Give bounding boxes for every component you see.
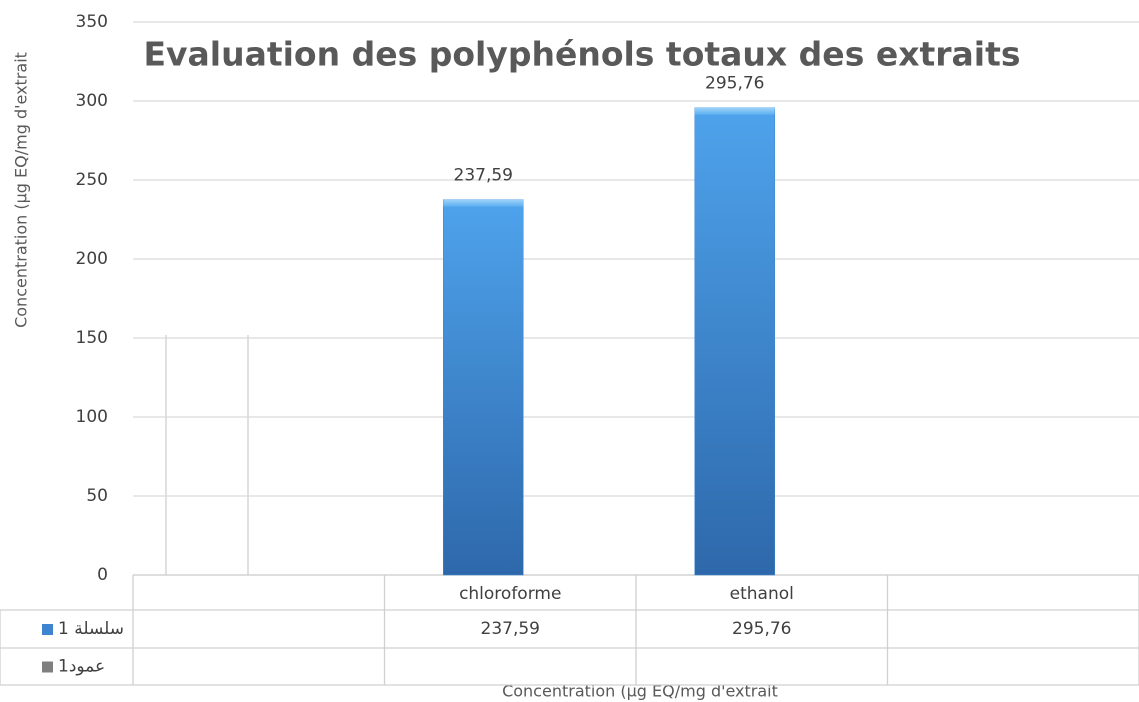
data-label: 237,59 [454, 166, 513, 186]
y-tick-label: 50 [86, 486, 108, 506]
y-tick-label: 300 [76, 91, 108, 111]
data-label: 295,76 [705, 74, 764, 94]
bar [694, 107, 775, 576]
x-axis-label: Concentration (µg EQ/mg d'extrait [502, 682, 778, 701]
x-tick-label: chloroforme [459, 584, 561, 604]
legend-label: سلسلة 1 [58, 619, 124, 639]
y-tick-label: 200 [76, 249, 108, 269]
y-tick-label: 350 [76, 12, 108, 32]
legend-key [42, 624, 53, 635]
y-tick-label: 100 [76, 407, 108, 427]
chart-title: Evaluation des polyphénols totaux des ex… [143, 35, 1020, 74]
legend-label: عمود1 [58, 657, 105, 677]
y-tick-label: 250 [76, 170, 108, 190]
bar [443, 199, 524, 576]
table-value: 237,59 [481, 619, 540, 639]
bar-top [694, 107, 775, 115]
x-tick-label: ethanol [730, 584, 794, 604]
y-axis-label: Concentration (µg EQ/mg d'extrait [12, 52, 31, 328]
table-value: 295,76 [732, 619, 791, 639]
y-tick-label: 0 [97, 565, 108, 585]
legend-key [42, 661, 53, 673]
y-tick-label: 150 [76, 328, 108, 348]
bar-top [443, 199, 524, 207]
